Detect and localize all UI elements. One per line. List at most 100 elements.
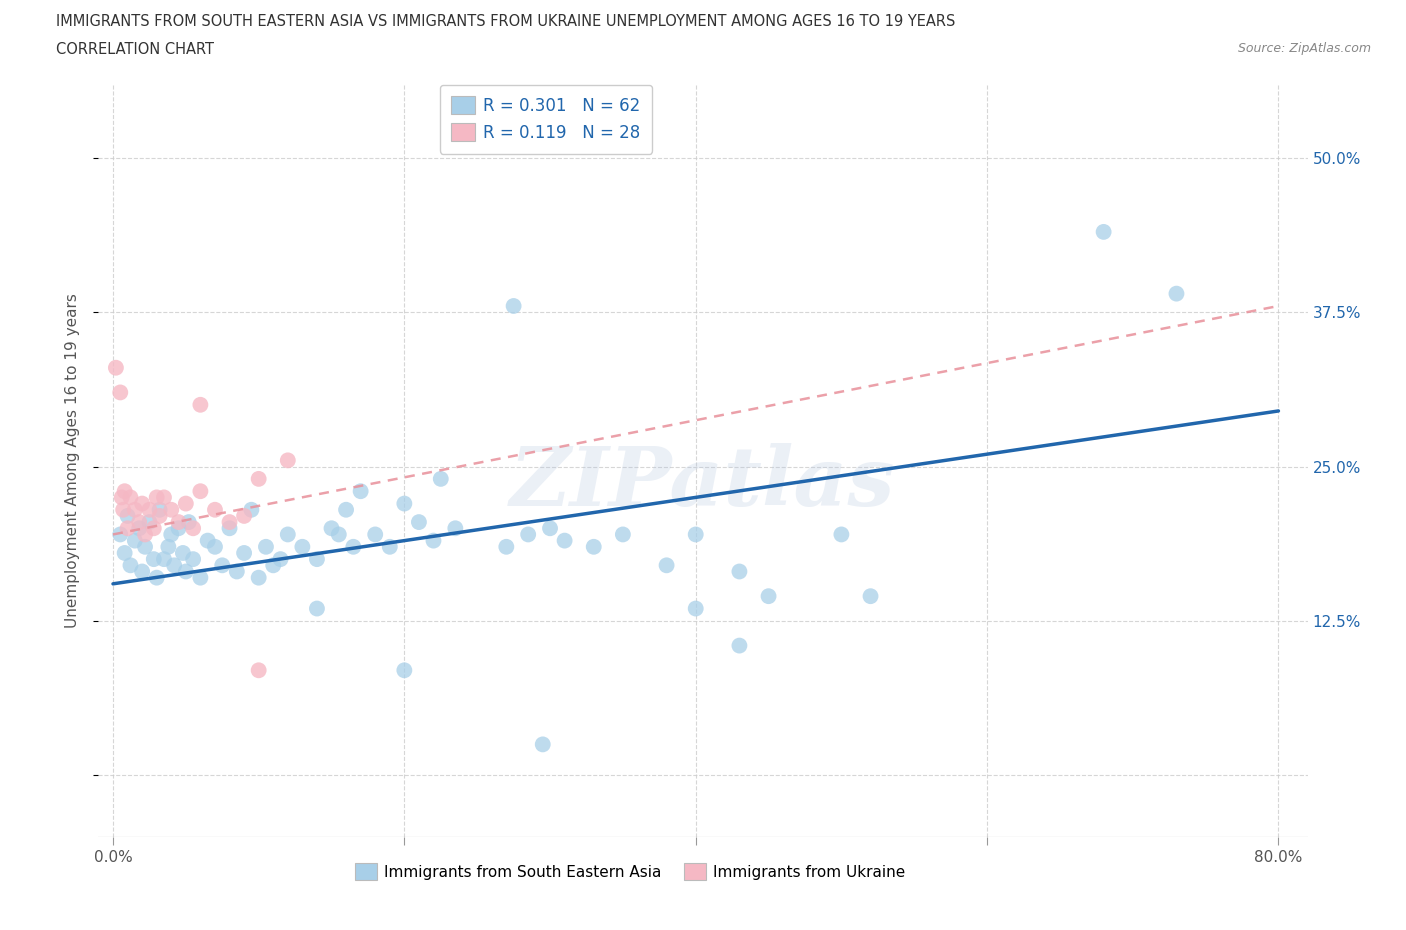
Point <box>138 502 160 517</box>
Point <box>277 527 299 542</box>
Point <box>408 514 430 529</box>
Point <box>218 521 240 536</box>
Text: CORRELATION CHART: CORRELATION CHART <box>56 42 214 57</box>
Point <box>582 539 605 554</box>
Point <box>254 539 277 554</box>
Point <box>131 565 153 579</box>
Point <box>181 551 204 566</box>
Point <box>190 484 212 498</box>
Point <box>225 565 247 579</box>
Point <box>859 589 882 604</box>
Point <box>758 589 780 604</box>
Point <box>128 521 150 536</box>
Point <box>554 533 576 548</box>
Point <box>277 453 299 468</box>
Point <box>160 527 183 542</box>
Point <box>167 521 190 536</box>
Point <box>328 527 350 542</box>
Point <box>134 539 156 554</box>
Point <box>131 496 153 511</box>
Point <box>153 490 176 505</box>
Point <box>240 502 263 517</box>
Point <box>110 385 132 400</box>
Point <box>117 509 139 524</box>
Point <box>204 539 226 554</box>
Point <box>517 527 540 542</box>
Legend: Immigrants from South Eastern Asia, Immigrants from Ukraine: Immigrants from South Eastern Asia, Immi… <box>349 857 912 886</box>
Point <box>111 490 134 505</box>
Point <box>422 533 444 548</box>
Point <box>142 551 165 566</box>
Text: ZIPatlas: ZIPatlas <box>510 443 896 523</box>
Point <box>612 527 634 542</box>
Point <box>128 514 150 529</box>
Point <box>124 533 146 548</box>
Point <box>233 546 256 561</box>
Point <box>211 558 233 573</box>
Point <box>172 546 194 561</box>
Point <box>145 570 167 585</box>
Point <box>305 601 328 616</box>
Point <box>429 472 451 486</box>
Point <box>247 570 270 585</box>
Point <box>262 558 284 573</box>
Point <box>728 565 751 579</box>
Point <box>110 527 132 542</box>
Point <box>531 737 554 751</box>
Point <box>167 514 190 529</box>
Point <box>112 502 135 517</box>
Point <box>394 496 416 511</box>
Point <box>335 502 357 517</box>
Point <box>149 509 172 524</box>
Point <box>160 502 183 517</box>
Point <box>204 502 226 517</box>
Point <box>1166 286 1188 301</box>
Point <box>305 551 328 566</box>
Point <box>174 496 197 511</box>
Point <box>495 539 517 554</box>
Point <box>190 570 212 585</box>
Text: IMMIGRANTS FROM SOUTH EASTERN ASIA VS IMMIGRANTS FROM UKRAINE UNEMPLOYMENT AMONG: IMMIGRANTS FROM SOUTH EASTERN ASIA VS IM… <box>56 14 956 29</box>
Point <box>538 521 561 536</box>
Point <box>190 397 212 412</box>
Point <box>247 472 270 486</box>
Point <box>104 360 127 375</box>
Text: Source: ZipAtlas.com: Source: ZipAtlas.com <box>1237 42 1371 55</box>
Point <box>685 527 707 542</box>
Point <box>174 565 197 579</box>
Point <box>114 546 136 561</box>
Point <box>157 539 180 554</box>
Point <box>378 539 401 554</box>
Point <box>655 558 678 573</box>
Point <box>142 521 165 536</box>
Point <box>728 638 751 653</box>
Point <box>1092 224 1115 239</box>
Point <box>134 527 156 542</box>
Point <box>117 521 139 536</box>
Point <box>502 299 524 313</box>
Point <box>364 527 387 542</box>
Point <box>120 558 142 573</box>
Point <box>270 551 292 566</box>
Point <box>233 509 256 524</box>
Point <box>444 521 467 536</box>
Point <box>342 539 364 554</box>
Point <box>138 514 160 529</box>
Point <box>120 490 142 505</box>
Point <box>153 551 176 566</box>
Point <box>177 514 200 529</box>
Point <box>394 663 416 678</box>
Point <box>145 490 167 505</box>
Point <box>247 663 270 678</box>
Point <box>830 527 852 542</box>
Point <box>181 521 204 536</box>
Y-axis label: Unemployment Among Ages 16 to 19 years: Unemployment Among Ages 16 to 19 years <box>65 293 80 628</box>
Point <box>685 601 707 616</box>
Point <box>197 533 219 548</box>
Point <box>124 502 146 517</box>
Point <box>114 484 136 498</box>
Point <box>321 521 343 536</box>
Point <box>149 502 172 517</box>
Point <box>218 514 240 529</box>
Point <box>163 558 186 573</box>
